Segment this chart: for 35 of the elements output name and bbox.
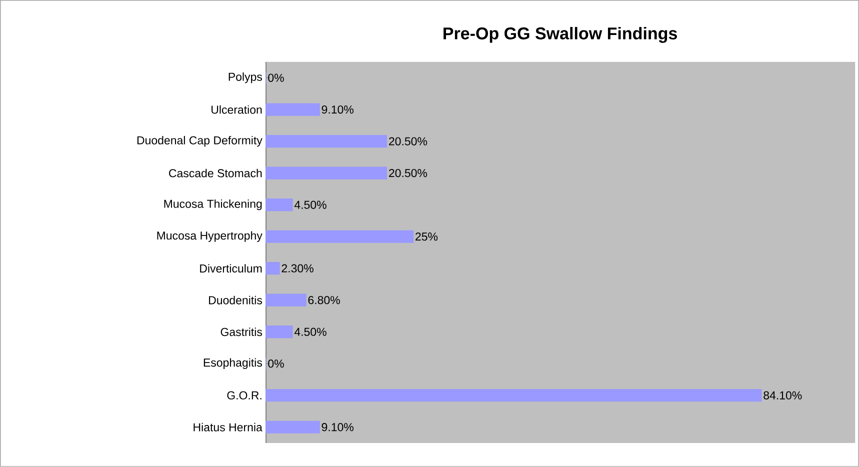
y-tick-label: Ulceration xyxy=(212,105,262,114)
bar xyxy=(266,294,306,306)
y-tick-label: Esophagitis xyxy=(204,358,262,370)
y-tick-label: Cascade Stomach xyxy=(169,168,262,178)
bar xyxy=(266,166,388,180)
bar xyxy=(266,262,280,275)
bar xyxy=(266,420,320,434)
data-label: 6.80% xyxy=(308,296,340,304)
bar xyxy=(266,230,414,243)
y-tick-label: Mucosa Hypertrophy xyxy=(157,231,262,242)
y-tick-label: Duodenitis xyxy=(209,296,262,304)
data-label: 0% xyxy=(268,74,284,82)
bar xyxy=(266,198,293,212)
data-label: 20.50% xyxy=(389,137,428,146)
data-label: 20.50% xyxy=(389,169,428,178)
data-label: 4.50% xyxy=(294,328,326,336)
data-label: 4.50% xyxy=(294,200,326,209)
bar xyxy=(266,103,320,116)
data-label: 0% xyxy=(268,360,284,368)
data-label: 9.10% xyxy=(322,423,354,432)
y-tick-label: Gastritis xyxy=(220,328,262,336)
bar xyxy=(266,389,762,402)
y-tick-label: Duodenal Cap Deformity xyxy=(137,136,262,147)
data-label: 9.10% xyxy=(322,106,354,114)
data-label: 84.10% xyxy=(764,391,802,400)
y-tick-label: Hiatus Hernia xyxy=(194,422,262,432)
bar xyxy=(266,326,293,338)
bar xyxy=(266,135,388,148)
y-tick-label: Polyps xyxy=(228,72,262,84)
y-tick-label: Diverticulum xyxy=(200,264,262,273)
data-label: 2.30% xyxy=(282,264,314,272)
y-tick-label: G.O.R. xyxy=(227,391,262,400)
data-label: 25% xyxy=(416,232,438,241)
y-tick-label: Mucosa Thickening xyxy=(164,200,262,210)
chart-title: Pre-Op GG Swallow Findings xyxy=(444,27,677,43)
